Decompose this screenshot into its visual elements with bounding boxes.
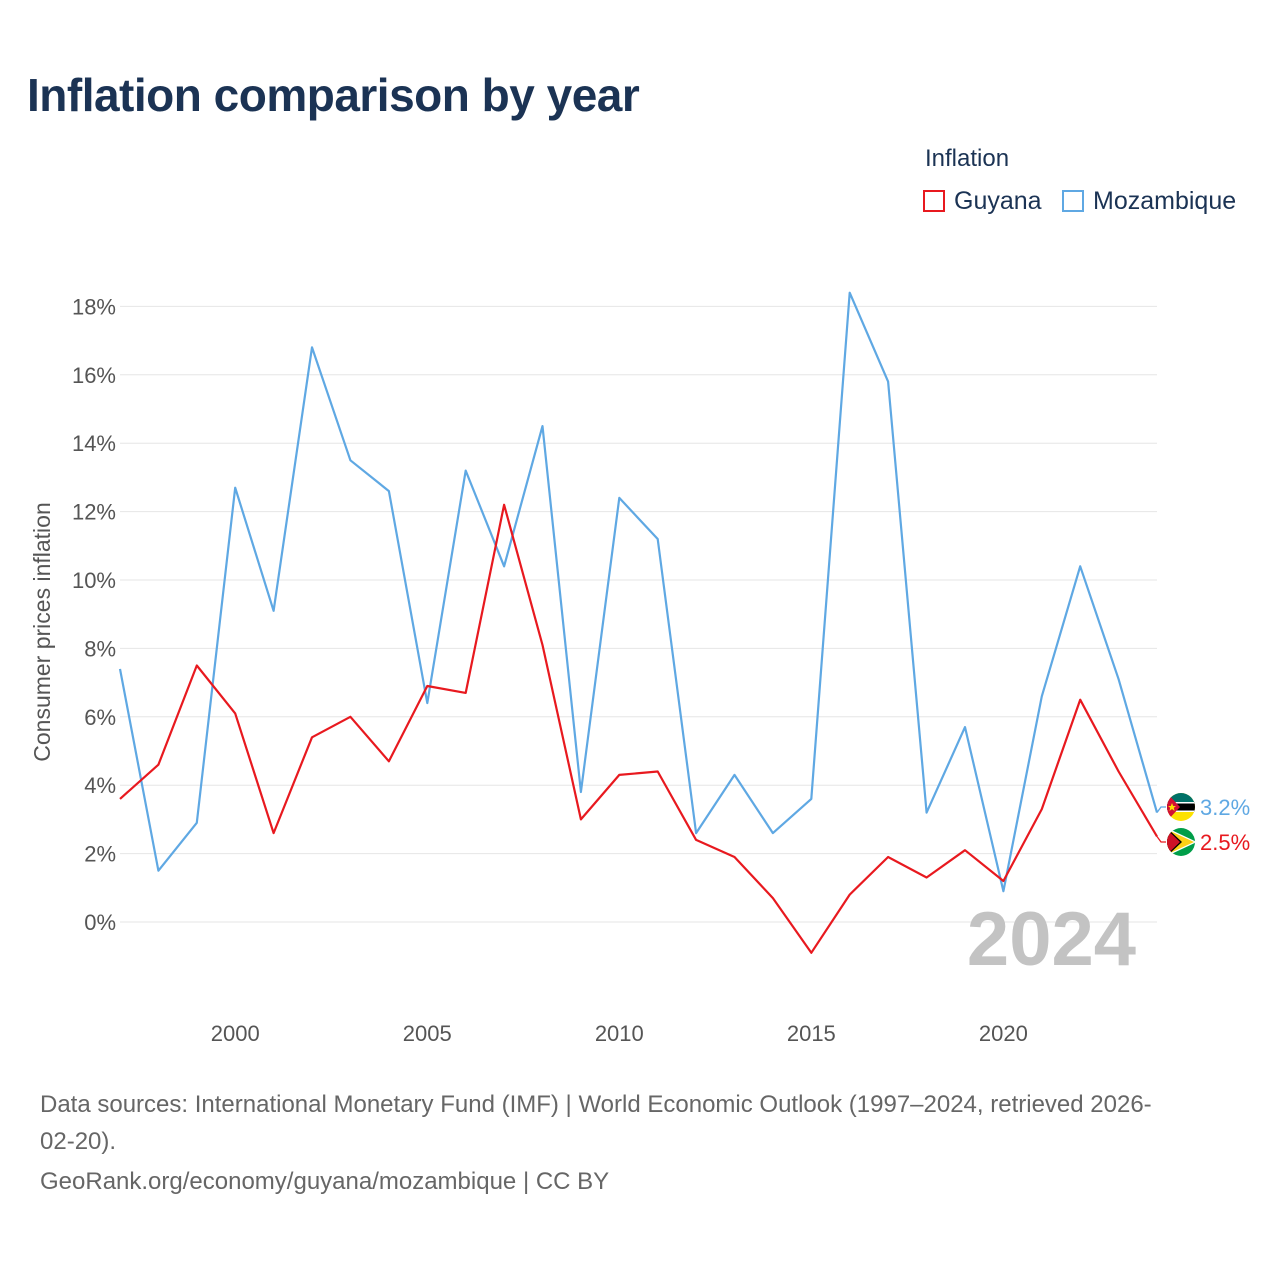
y-tick-label: 6% <box>84 705 116 730</box>
y-tick-label: 10% <box>72 568 116 593</box>
y-tick-label: 12% <box>72 500 116 525</box>
end-connector-guyana <box>1156 836 1166 843</box>
year-watermark: 2024 <box>967 897 1136 982</box>
x-tick-label: 2010 <box>595 1021 644 1046</box>
guyana-flag-icon <box>1167 828 1195 856</box>
legend-title: Inflation <box>925 145 1010 172</box>
y-tick-label: 0% <box>84 910 116 935</box>
legend-swatch-guyana <box>923 190 945 212</box>
x-tick-label: 2020 <box>979 1021 1028 1046</box>
end-label-guyana: 2.5% <box>1200 830 1250 855</box>
y-tick-label: 14% <box>72 431 116 456</box>
end-connector-mozambique <box>1156 806 1166 813</box>
end-label-mozambique: 3.2% <box>1200 795 1250 820</box>
line-chart: 0% 2% 4% 6% 8% 10% 12% 14% 16% 18% 2000 2005 2010 201… <box>29 291 1250 1046</box>
y-tick-label: 8% <box>84 636 116 661</box>
chart-title: Inflation comparison by year <box>27 69 640 121</box>
y-axis-title: Consumer prices inflation <box>29 502 55 762</box>
y-tick-label: 4% <box>84 773 116 798</box>
legend-label-mozambique: Mozambique <box>1093 186 1237 215</box>
legend-item-guyana[interactable]: Guyana <box>923 186 1042 216</box>
source-line-1: Data sources: International Monetary Fun… <box>40 1091 1152 1118</box>
legend-item-mozambique[interactable]: Mozambique <box>1062 186 1236 216</box>
y-tick-label: 18% <box>72 294 116 319</box>
attribution-link[interactable]: GeoRank.org/economy/guyana/mozambique | … <box>40 1168 610 1195</box>
series-line-mozambique <box>118 291 1159 893</box>
x-tick-label: 2005 <box>403 1021 452 1046</box>
mozambique-flag-icon <box>1167 793 1195 821</box>
y-tick-label: 2% <box>84 842 116 867</box>
source-line-2: 02-20). <box>40 1128 117 1155</box>
y-tick-label: 16% <box>72 363 116 388</box>
legend-label-guyana: Guyana <box>954 186 1042 215</box>
x-tick-label: 2015 <box>787 1021 836 1046</box>
x-tick-label: 2000 <box>211 1021 260 1046</box>
legend-swatch-mozambique <box>1062 190 1084 212</box>
series-line-guyana <box>119 503 1158 954</box>
